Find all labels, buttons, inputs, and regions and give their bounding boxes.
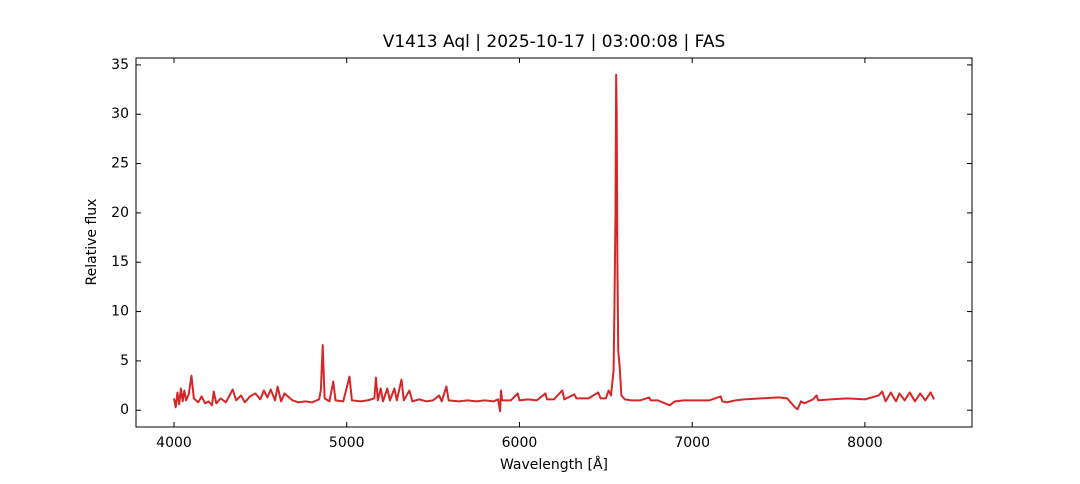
x-tick-label: 5000 [329,435,365,451]
x-axis-label: Wavelength [Å] [500,456,608,473]
x-tick-label: 8000 [847,435,883,451]
chart-title: V1413 Aql | 2025-10-17 | 03:00:08 | FAS [383,32,726,52]
x-tick-label: 4000 [156,435,192,451]
x-tick-label: 6000 [502,435,538,451]
x-tick-label: 7000 [674,435,710,451]
y-tick-label: 35 [111,57,129,73]
axes-frame [135,57,973,428]
spectrum-line [173,73,935,413]
y-tick-label: 15 [111,254,129,270]
y-tick-label: 30 [111,106,129,122]
y-tick-label: 25 [111,156,129,172]
y-tick-label: 10 [111,304,129,320]
y-tick-label: 20 [111,205,129,221]
y-tick-label: 0 [120,402,129,418]
y-axis-label: Relative flux [84,199,100,286]
y-tick-label: 5 [120,353,129,369]
